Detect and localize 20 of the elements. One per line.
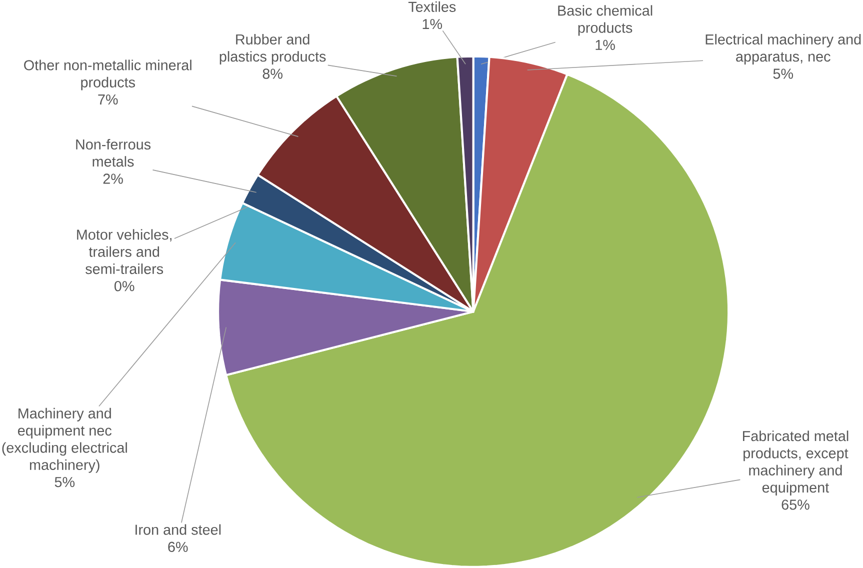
slice-label: Iron and steel — [136, 524, 221, 535]
data-label: 1% — [596, 40, 615, 50]
data-label: 65% — [782, 500, 810, 510]
data-label: 2% — [103, 174, 123, 184]
data-label: 6% — [168, 542, 188, 552]
data-label: 5% — [54, 477, 75, 488]
slice-label: Non-ferrous metals — [76, 139, 151, 167]
slice-label: Basic chemical products — [558, 5, 652, 36]
slice-label: Electrical machinery and apparatus, nec — [706, 34, 861, 65]
category-label: Motor vehicles, trailers and semi-trailers — [77, 229, 172, 274]
data-label: 5% — [773, 68, 794, 79]
slice-label: Fabricated metal products, except machinery and equipment — [743, 430, 848, 496]
data-label: 8% — [262, 68, 282, 79]
slice-label: Other non-metallic mineral products — [24, 60, 192, 90]
text: 0% — [114, 281, 134, 292]
slice-label: Machinery and equipment nec (excluding electrical machinery) — [2, 408, 127, 473]
slice-label: Rubber and plastics products — [220, 34, 326, 65]
slice-label: Textiles — [408, 1, 456, 12]
data-label: 7% — [98, 94, 118, 105]
data-label: 1% — [422, 19, 442, 30]
